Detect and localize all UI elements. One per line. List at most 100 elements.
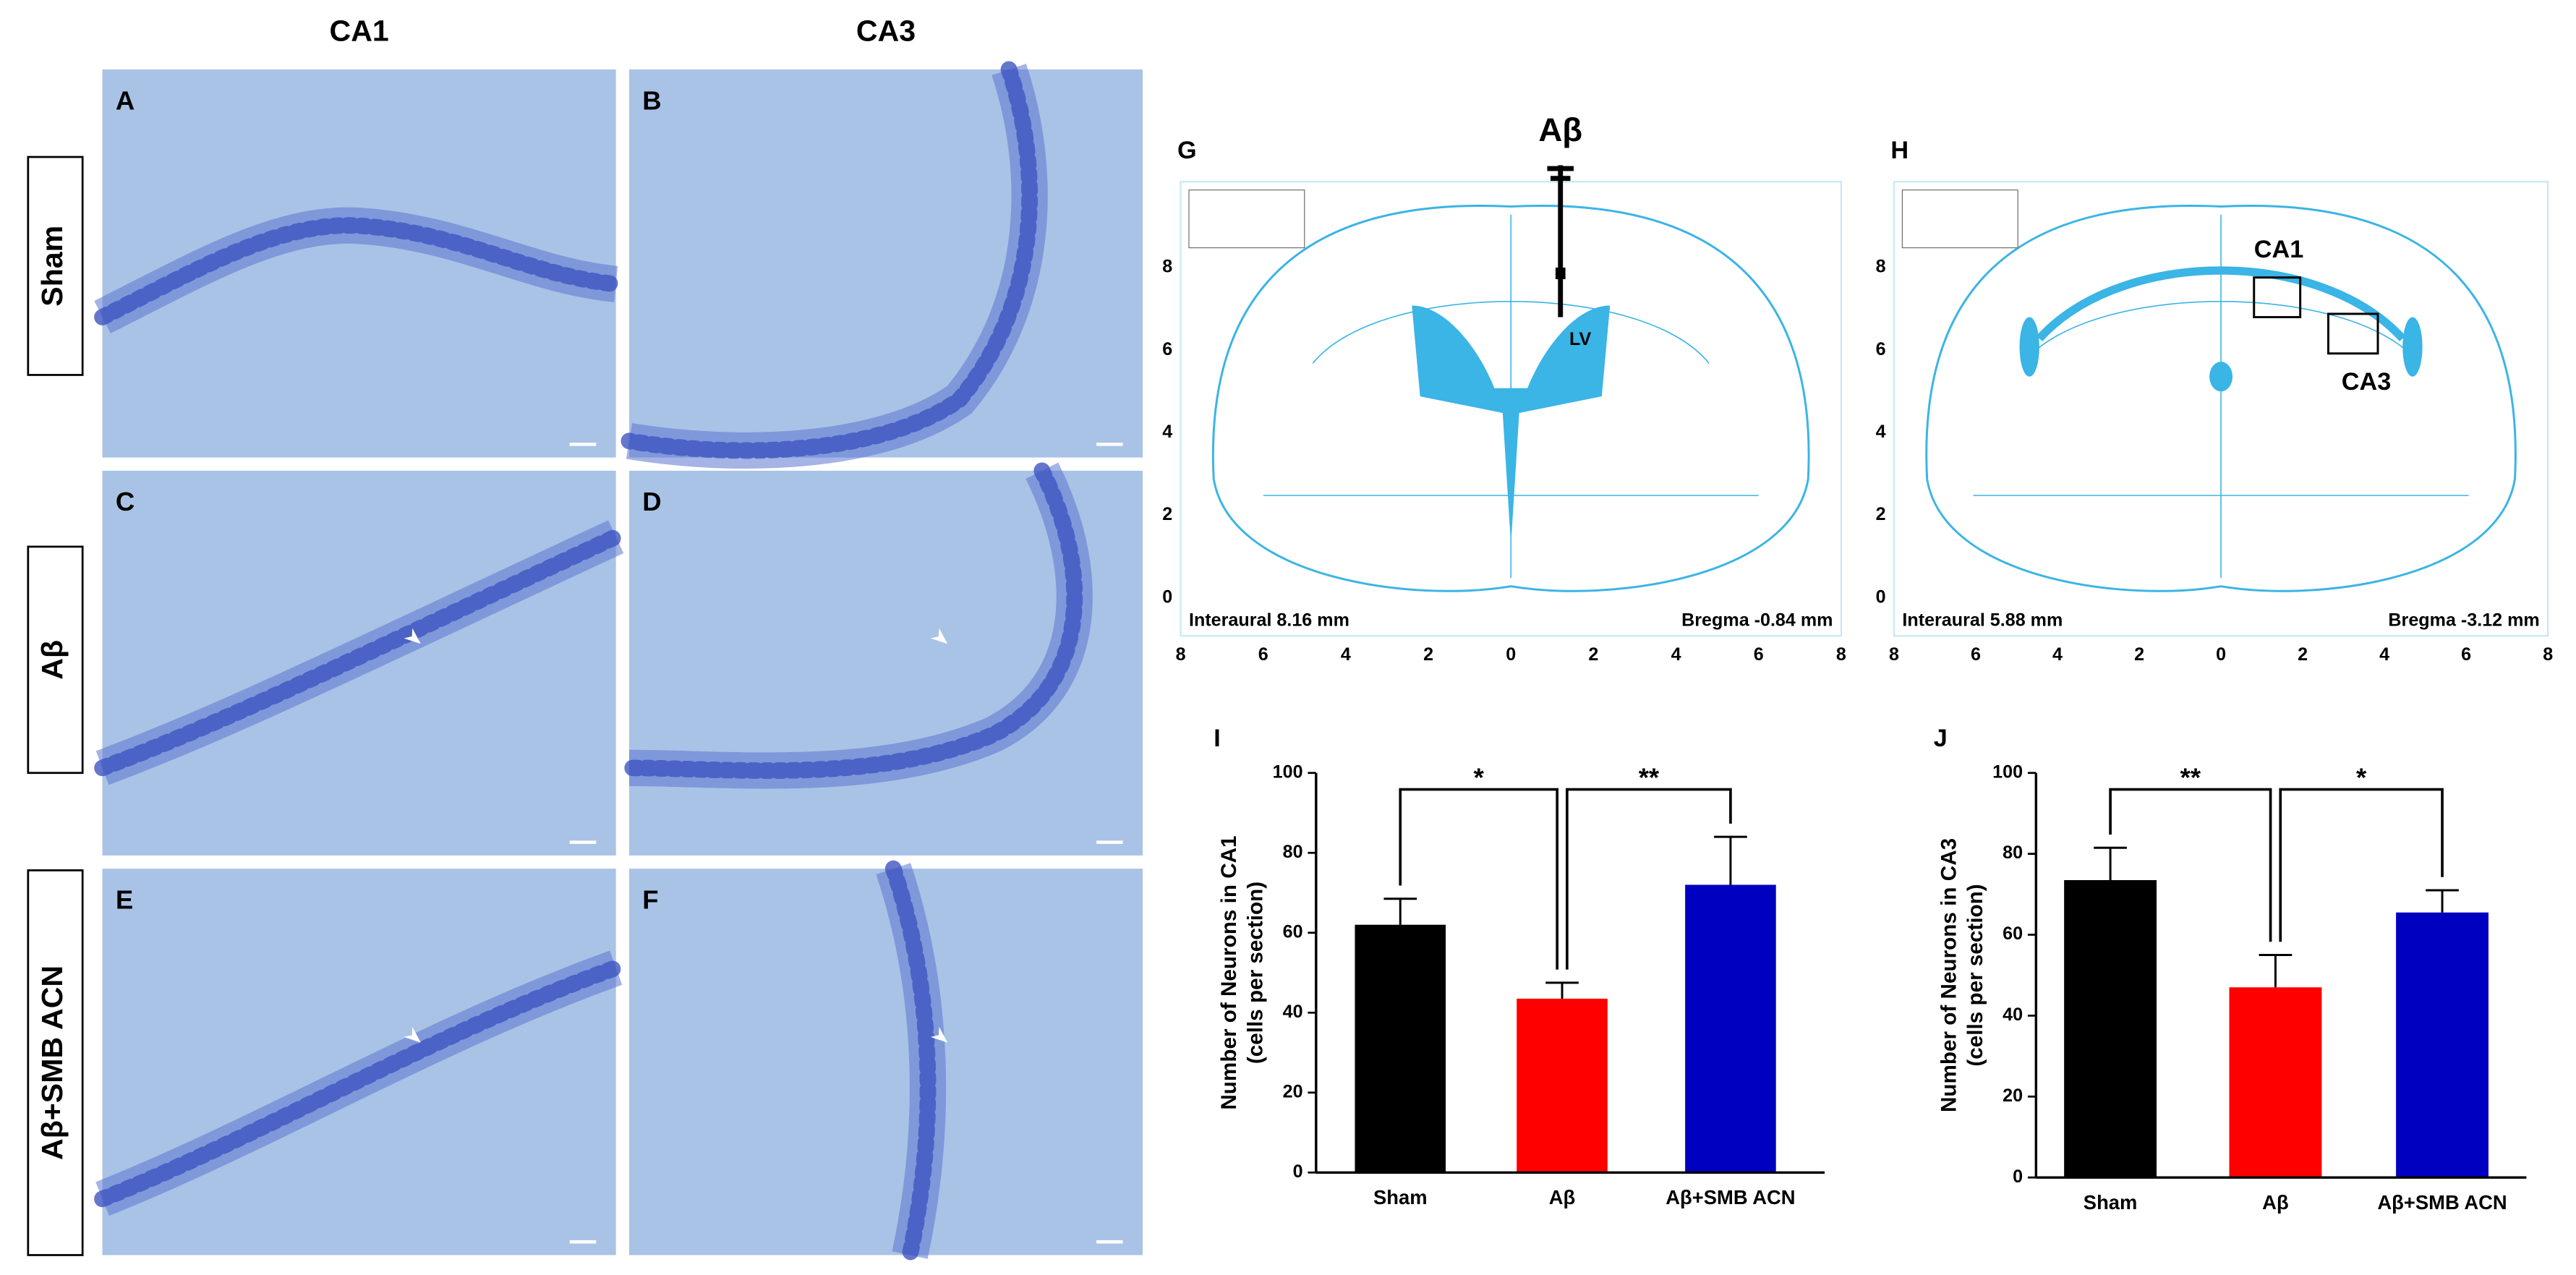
y-axis-label: Number of Neurons in CA1 (1217, 835, 1241, 1109)
atlas-title: Aβ (1538, 111, 1582, 148)
y-tick-label: 80 (2003, 843, 2023, 863)
column-header: CA3 (856, 14, 916, 48)
arrowhead (930, 628, 948, 644)
atlas-y-tick: 0 (1876, 587, 1886, 607)
significance-label: ** (1639, 763, 1660, 793)
brain-inner (1973, 214, 2469, 579)
micrograph-background (628, 69, 1143, 458)
x-tick-label: Sham (1373, 1186, 1428, 1208)
significance-label: * (2356, 763, 2367, 793)
row-label: Aβ (35, 640, 69, 680)
atlas-x-tick: 8 (1176, 644, 1186, 665)
ventricle (2209, 362, 2233, 392)
row-label-box (27, 155, 84, 376)
atlas-x-tick: 2 (1423, 644, 1433, 665)
atlas-x-tick: 2 (2298, 644, 2308, 665)
bar (1517, 998, 1608, 1173)
ventricle (2019, 317, 2039, 377)
arrowhead (404, 1026, 421, 1043)
atlas-x-tick: 6 (1971, 644, 1981, 665)
bar (2229, 987, 2322, 1178)
cell-bodies (94, 959, 625, 1208)
bar (2396, 912, 2488, 1178)
x-tick-label: Aβ+SMB ACN (2377, 1191, 2507, 1214)
bar (1685, 884, 1776, 1173)
panel-label: J (1934, 725, 1948, 752)
atlas-x-tick: 6 (2461, 644, 2471, 665)
column-header: CA1 (330, 14, 389, 48)
y-tick-label: 60 (2003, 924, 2023, 944)
significance-bracket (2279, 788, 2444, 942)
significance-bracket (1399, 788, 1559, 970)
y-tick-label: 40 (2003, 1005, 2023, 1025)
interaural-label: Interaural 8.16 mm (1189, 610, 1349, 630)
region-label: CA3 (2342, 368, 2392, 396)
y-tick-label: 100 (1992, 762, 2023, 782)
atlas-x-tick: 8 (1836, 644, 1846, 665)
atlas-x-tick: 8 (2543, 644, 2553, 665)
x-tick-label: Aβ (2262, 1191, 2289, 1214)
cell-bodies (620, 61, 1038, 459)
region-box (2253, 276, 2302, 319)
significance-label: ** (2180, 763, 2201, 793)
cell-bodies (884, 860, 937, 1263)
ventricle (1412, 305, 1611, 545)
row-label: Sham (35, 226, 69, 307)
y-tick-label: 0 (1293, 1161, 1303, 1182)
bregma-label: Bregma -3.12 mm (2388, 610, 2539, 630)
micrograph: B (620, 61, 1143, 469)
panel-label: F (642, 884, 658, 914)
bregma-label: Bregma -0.84 mm (1681, 610, 1833, 630)
y-tick-label: 0 (2013, 1167, 2023, 1187)
row-label-box (27, 869, 84, 1256)
x-tick-label: Aβ+SMB ACN (1666, 1186, 1795, 1208)
micrograph: F (628, 860, 1143, 1263)
atlas-inset (1188, 189, 1305, 249)
brain-outline (1925, 205, 2517, 592)
atlas-y-tick: 2 (1162, 504, 1172, 524)
atlas-y-tick: 6 (1162, 339, 1172, 359)
y-tick-label: 100 (1273, 762, 1303, 782)
bar (1355, 924, 1446, 1173)
cell-bodies (94, 528, 625, 777)
region-label: LV (1569, 329, 1591, 349)
brain-outline (1211, 205, 1810, 592)
interaural-label: Interaural 5.88 mm (1902, 610, 2063, 630)
panel-label: B (642, 85, 661, 115)
atlas-x-tick: 2 (1588, 644, 1598, 665)
atlas-x-tick: 6 (1258, 644, 1268, 665)
y-tick-label: 60 (1283, 921, 1303, 942)
atlas-y-tick: 8 (1876, 257, 1886, 277)
atlas-y-tick: 2 (1876, 504, 1886, 524)
panel-label: I (1214, 725, 1221, 752)
atlas-y-tick: 6 (1876, 339, 1886, 359)
micrograph-background (628, 869, 1143, 1255)
arrowhead (930, 1026, 948, 1043)
panel-label: E (116, 884, 133, 914)
y-tick-label: 40 (1283, 1002, 1303, 1022)
panel-label: H (1890, 137, 1908, 164)
atlas-x-tick: 2 (2134, 644, 2144, 665)
atlas-y-tick: 8 (1162, 257, 1172, 277)
atlas-x-tick: 0 (2216, 644, 2226, 665)
y-tick-label: 20 (1283, 1081, 1303, 1101)
y-axis-label: (cells per section) (1243, 882, 1267, 1064)
significance-bracket (1566, 788, 1732, 970)
atlas-y-tick: 4 (1876, 422, 1886, 442)
atlas-x-tick: 6 (1754, 644, 1764, 665)
x-tick-label: Aβ (1549, 1186, 1576, 1208)
y-tick-label: 20 (2003, 1086, 2023, 1106)
atlas-x-tick: 4 (1341, 644, 1351, 665)
micrograph: C (94, 470, 625, 856)
row-label: Aβ+SMB ACN (35, 965, 69, 1160)
significance-bracket (2109, 788, 2272, 942)
panel-label: C (116, 487, 135, 516)
atlas-x-tick: 8 (1889, 644, 1899, 665)
atlas-y-tick: 4 (1162, 422, 1172, 442)
panel-label: G (1177, 137, 1197, 164)
atlas-y-tick: 0 (1162, 587, 1172, 607)
cell-bodies (94, 217, 625, 325)
micrograph: E (94, 869, 625, 1255)
